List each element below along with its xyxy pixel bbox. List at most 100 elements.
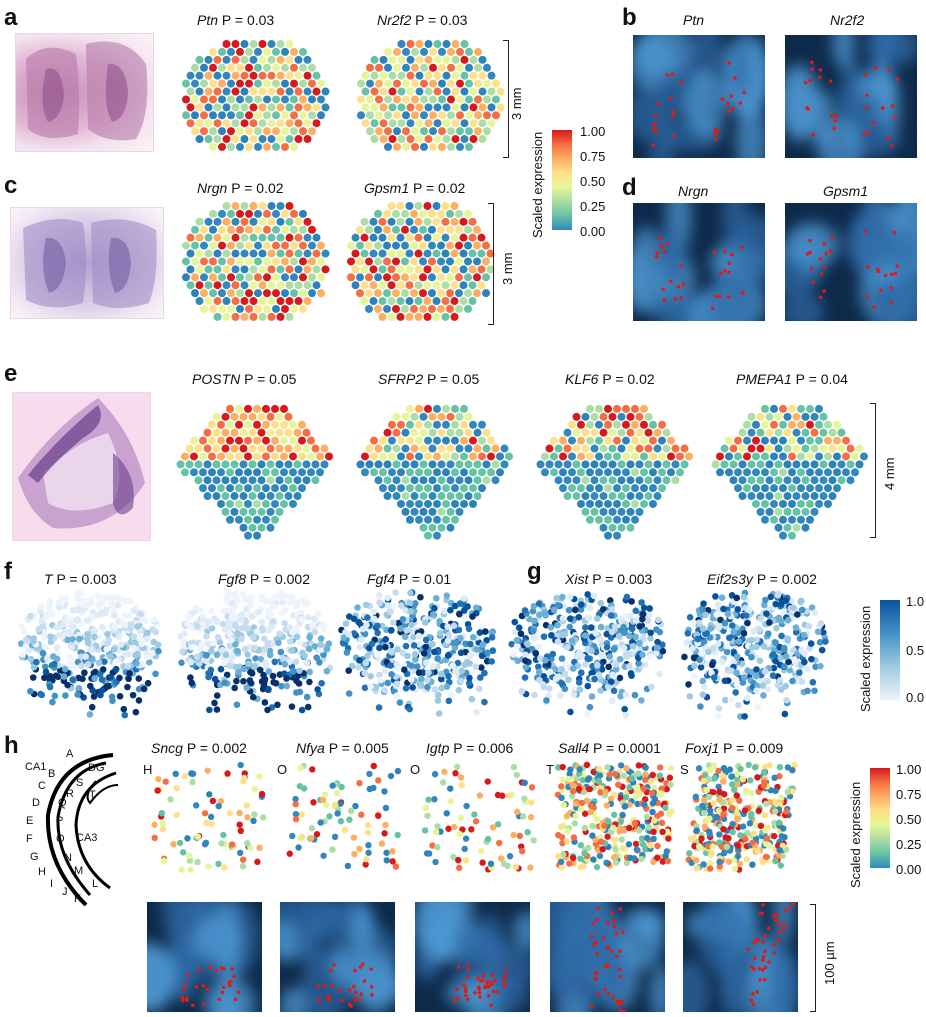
scale-bar-a	[503, 40, 509, 158]
tissue-outline	[18, 398, 145, 529]
panel-label-a: a	[4, 4, 18, 31]
heatmap-blur	[633, 203, 765, 321]
hipp-label: T	[89, 789, 96, 801]
title-h-1: Sncg P = 0.002	[151, 740, 247, 756]
heatmap-nfya	[280, 902, 395, 1012]
panel-label-b: b	[622, 4, 637, 31]
scatter-plot-xist	[508, 591, 667, 719]
hipp-label: D	[32, 797, 40, 809]
spatial-spot-plot-pmepa1	[711, 404, 868, 540]
spatial-spot-plot-postn	[176, 404, 333, 540]
title-h-5: Foxj1 P = 0.009	[685, 740, 784, 756]
colorbar-tick: 0.00	[580, 224, 606, 239]
scale-label-c: 3 mm	[500, 252, 515, 286]
hipp-label: L	[92, 878, 99, 890]
hipp-label: CA3	[76, 832, 98, 844]
scale-bar-e	[870, 403, 876, 538]
hipp-label: K	[74, 893, 82, 905]
spatial-spot-plot-gpsm1	[347, 202, 495, 321]
colorbar-tick: 1.00	[896, 762, 922, 777]
title-h-3: Igtp P = 0.006	[426, 740, 514, 756]
colorbar-tick: 0.75	[896, 787, 922, 802]
heatmap-nrgn	[633, 203, 765, 321]
title-h-2: Nfya P = 0.005	[296, 740, 389, 756]
region-letter-h-2: O	[277, 762, 288, 777]
colorbar-tick: 0.25	[580, 199, 606, 214]
histology-image-breast-cancer	[12, 392, 151, 541]
heatmap-title-b-2: Nr2f2	[830, 12, 865, 28]
region-letter-h-4: T	[546, 762, 554, 777]
colorbar-rainbow-top	[552, 130, 572, 230]
scatter-plot-sncg	[151, 761, 267, 873]
panel-label-c: c	[4, 172, 18, 199]
colorbar-tick: 0.0	[906, 690, 925, 705]
panel-label-h: h	[4, 732, 19, 759]
hipp-label: O	[56, 833, 65, 845]
hipp-label: G	[30, 851, 39, 863]
heatmap-sncg	[147, 902, 262, 1012]
heatmap-blur	[633, 35, 765, 158]
colorbar-tick: 0.50	[580, 174, 606, 189]
title-a-2: Nr2f2 P = 0.03	[377, 12, 468, 28]
histology-image-mouse-olfactory-bulb	[15, 33, 154, 152]
panel-label-d: d	[622, 174, 637, 201]
heatmap-blur	[683, 902, 798, 1012]
scale-label-a: 3 mm	[509, 87, 524, 121]
title-c-1: Nrgn P = 0.02	[197, 180, 284, 196]
colorbar-tick: 0.25	[896, 837, 922, 852]
colorbar-tick: 0.00	[896, 862, 922, 877]
scale-label-h: 100 µm	[822, 941, 837, 985]
colorbar-blue	[880, 600, 900, 700]
heatmap-blur	[785, 203, 917, 321]
hipp-label: M	[74, 865, 84, 877]
scatter-plot-fgf4	[338, 589, 497, 717]
scale-bar-h	[810, 904, 816, 1012]
title-e-2: SFRP2 P = 0.05	[378, 371, 480, 387]
heatmap-gpsm1	[785, 203, 917, 321]
hipp-label: B	[48, 768, 56, 780]
colorbar-tick: 1.0	[906, 594, 925, 609]
colorbar-title-top: Scaled expression	[530, 131, 545, 238]
title-h-4: Sall4 P = 0.0001	[558, 740, 661, 756]
hipp-label: R	[66, 788, 74, 800]
region-letter-h-5: S	[680, 762, 689, 777]
tissue-outline	[23, 219, 157, 308]
scatter-plot-igtp	[421, 763, 537, 873]
spatial-spot-plot-nr2f2	[357, 40, 505, 151]
colorbar-tick: 0.5	[906, 643, 925, 658]
title-g-2: Eif2s3y P = 0.002	[707, 571, 817, 587]
hipp-label: DG	[88, 762, 105, 774]
spatial-spot-plot-nrgn	[182, 202, 330, 321]
heatmap-sall4	[550, 902, 665, 1012]
heatmap-blur	[415, 902, 530, 1012]
heatmap-title-b-1: Ptn	[683, 12, 705, 28]
region-letter-h-1: H	[143, 762, 153, 777]
title-f-2: Fgf8 P = 0.002	[218, 571, 310, 587]
colorbar-title-bottom: Scaled expression	[848, 781, 863, 888]
colorbar-title-blue: Scaled expression	[858, 605, 873, 712]
heatmap-nr2f2	[785, 35, 917, 158]
colorbar-tick: 0.75	[580, 149, 606, 164]
hipp-label: F	[26, 833, 33, 845]
hipp-label: CA1	[25, 761, 47, 773]
hipp-label: J	[62, 886, 68, 898]
heatmap-blur	[550, 902, 665, 1012]
spatial-spot-plot-sfrp2	[356, 404, 513, 540]
title-e-1: POSTN P = 0.05	[192, 371, 297, 387]
spatial-spot-plot-ptn	[182, 40, 330, 151]
title-f-1: T P = 0.003	[44, 571, 117, 587]
scatter-plot-nfya	[286, 762, 402, 870]
scale-bar-c	[488, 203, 494, 325]
hipp-label: Q	[58, 797, 67, 809]
title-e-4: PMEPA1 P = 0.04	[736, 371, 848, 387]
panel-label-f: f	[4, 558, 12, 585]
title-g-1: Xist P = 0.003	[565, 571, 653, 587]
title-c-2: Gpsm1 P = 0.02	[364, 180, 466, 196]
heatmap-blur	[785, 35, 917, 158]
spatial-spot-plot-klf6	[536, 404, 693, 540]
heatmap-title-d-1: Nrgn	[678, 183, 709, 199]
colorbar-tick: 1.00	[580, 124, 606, 139]
title-f-3: Fgf4 P = 0.01	[367, 571, 452, 587]
hipp-label: C	[38, 780, 46, 792]
scale-label-e: 4 mm	[882, 457, 897, 491]
